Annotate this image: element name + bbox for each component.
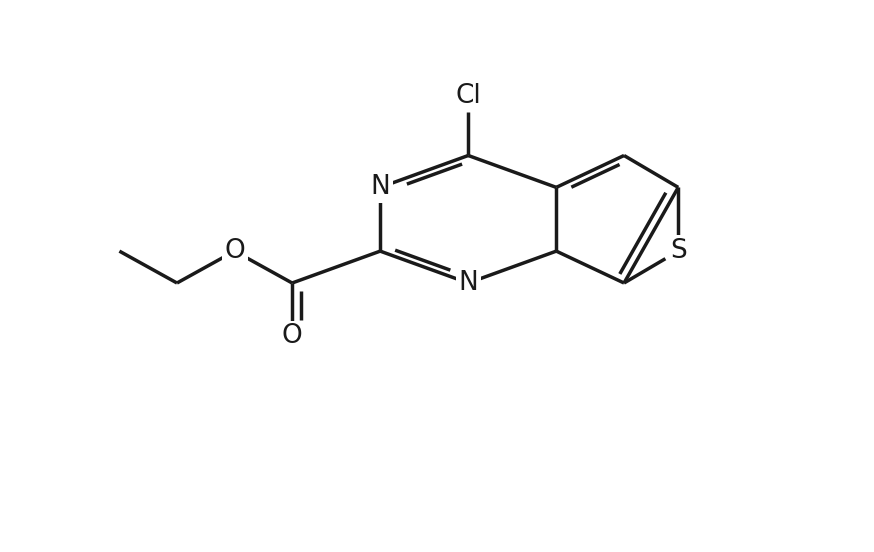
Text: S: S xyxy=(669,238,687,264)
Text: Cl: Cl xyxy=(455,83,481,109)
Text: N: N xyxy=(371,174,390,200)
Text: O: O xyxy=(225,238,245,264)
Text: O: O xyxy=(281,323,302,349)
Text: N: N xyxy=(458,270,478,296)
